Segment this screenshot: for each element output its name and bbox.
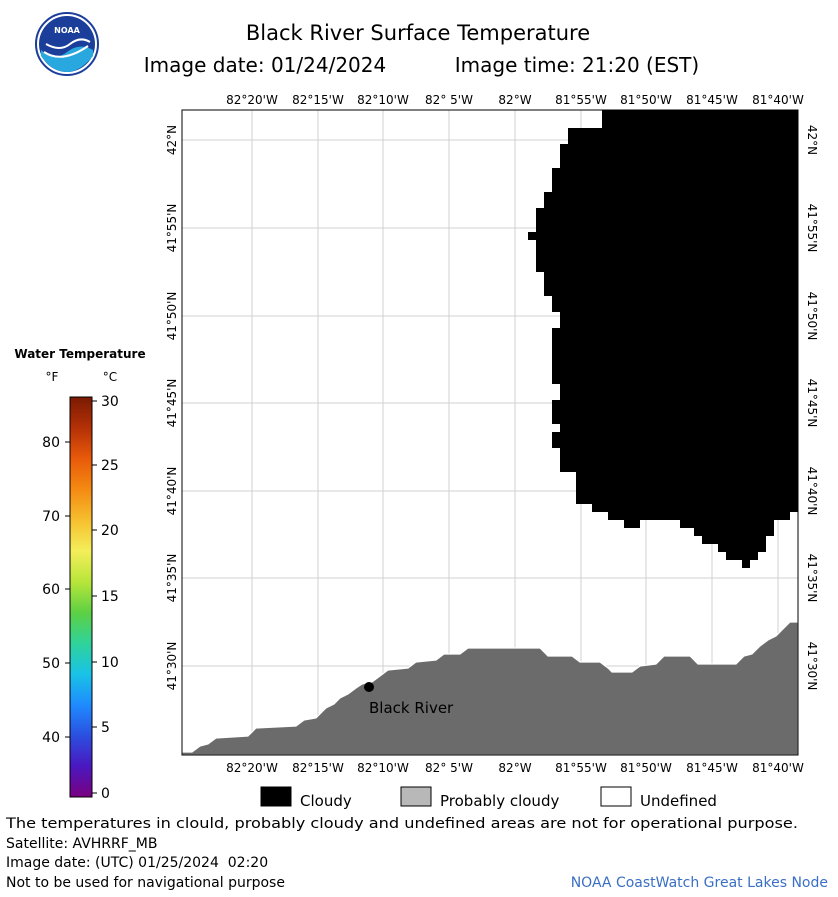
footer: The temperatures in clould, probably clo… xyxy=(5,816,828,891)
colorbar-gradient xyxy=(69,396,93,798)
lat-label: 42°N xyxy=(805,125,819,155)
lon-label: 82° 5'W xyxy=(425,93,473,107)
lon-label: 81°50'W xyxy=(620,93,672,107)
legend-swatch-cloudy xyxy=(260,786,292,807)
logo-text: NOAA xyxy=(54,26,80,35)
legend-swatch-probably-cloudy xyxy=(400,786,432,807)
map: Black River xyxy=(181,109,799,756)
lon-label: 81°45'W xyxy=(686,93,738,107)
colorbar-f-ticks: 80 70 60 50 40 xyxy=(42,435,70,746)
colorbar-unit-c: °C xyxy=(103,370,117,384)
image-date: Image date: 01/24/2024 xyxy=(144,53,386,77)
lat-label: 41°55'N xyxy=(805,204,819,253)
legend: Cloudy Probably cloudy Undefined xyxy=(260,786,717,810)
lat-labels-right: 42°N 41°55'N 41°50'N 41°45'N 41°40'N 41°… xyxy=(805,125,819,691)
legend-label-cloudy: Cloudy xyxy=(300,792,352,810)
footer-disclaimer: The temperatures in clould, probably clo… xyxy=(5,816,798,832)
lon-label: 81°40'W xyxy=(752,93,804,107)
colorbar-unit-f: °F xyxy=(46,370,59,384)
black-river-label: Black River xyxy=(369,699,454,717)
lon-label: 82° 5'W xyxy=(425,761,473,775)
f-tick-label: 40 xyxy=(42,730,60,746)
c-tick-label: 20 xyxy=(101,523,119,539)
lat-label: 41°45'N xyxy=(165,379,179,428)
footer-credit: NOAA CoastWatch Great Lakes Node xyxy=(571,875,828,891)
lon-label: 82°W xyxy=(498,93,531,107)
lon-labels-top: 82°20'W 82°15'W 82°10'W 82° 5'W 82°W 81°… xyxy=(226,93,804,107)
lat-label: 41°30'N xyxy=(805,642,819,691)
colorbar: Water Temperature °F °C 80 70 60 50 40 3… xyxy=(14,347,145,802)
lon-label: 82°15'W xyxy=(292,93,344,107)
lat-label: 41°55'N xyxy=(165,204,179,253)
lat-label: 42°N xyxy=(165,125,179,155)
c-tick-label: 25 xyxy=(101,458,119,474)
footer-nav-warning: Not to be used for navigational purpose xyxy=(6,875,285,891)
lon-label: 81°55'W xyxy=(555,761,607,775)
lon-label: 82°10'W xyxy=(357,93,409,107)
footer-utc-date: Image date: (UTC) 01/25/2024 02:20 xyxy=(6,855,268,871)
legend-label-probably-cloudy: Probably cloudy xyxy=(440,792,559,810)
lat-label: 41°30'N xyxy=(165,642,179,691)
lon-label: 81°40'W xyxy=(752,761,804,775)
f-tick-label: 50 xyxy=(42,656,60,672)
f-tick-label: 60 xyxy=(42,582,60,598)
c-tick-label: 30 xyxy=(101,394,119,410)
lat-label: 41°35'N xyxy=(805,554,819,603)
lat-labels-left: 42°N 41°55'N 41°50'N 41°45'N 41°40'N 41°… xyxy=(165,125,179,691)
c-tick-label: 10 xyxy=(101,655,119,671)
lat-label: 41°45'N xyxy=(805,379,819,428)
lat-label: 41°40'N xyxy=(165,467,179,516)
f-tick-label: 70 xyxy=(42,509,60,525)
lon-label: 81°55'W xyxy=(555,93,607,107)
c-tick-label: 5 xyxy=(101,720,110,736)
land-shoreline xyxy=(182,621,798,755)
lon-label: 82°20'W xyxy=(226,761,278,775)
c-tick-label: 15 xyxy=(101,589,119,605)
lon-label: 82°W xyxy=(498,761,531,775)
black-river-marker xyxy=(364,682,374,692)
footer-satellite: Satellite: AVHRRF_MB xyxy=(6,836,157,852)
colorbar-c-ticks: 30 25 20 15 10 5 0 xyxy=(92,394,119,802)
lon-label: 82°10'W xyxy=(357,761,409,775)
legend-label-undefined: Undefined xyxy=(640,792,717,810)
lat-label: 41°50'N xyxy=(805,292,819,341)
lon-label: 82°15'W xyxy=(292,761,344,775)
lat-label: 41°35'N xyxy=(165,554,179,603)
lon-label: 81°50'W xyxy=(620,761,672,775)
f-tick-label: 80 xyxy=(42,435,60,451)
lon-label: 82°20'W xyxy=(226,93,278,107)
noaa-logo: NOAA xyxy=(35,12,99,76)
lon-labels-bottom: 82°20'W 82°15'W 82°10'W 82° 5'W 82°W 81°… xyxy=(226,761,804,775)
cloud-mask xyxy=(528,110,798,568)
page-title: Black River Surface Temperature xyxy=(246,21,590,45)
lat-label: 41°40'N xyxy=(805,467,819,516)
lon-label: 81°45'W xyxy=(686,761,738,775)
legend-swatch-undefined xyxy=(600,786,632,807)
map-border xyxy=(181,109,799,756)
lat-label: 41°50'N xyxy=(165,292,179,341)
colorbar-title: Water Temperature xyxy=(14,347,145,361)
image-time: Image time: 21:20 (EST) xyxy=(455,53,699,77)
c-tick-label: 0 xyxy=(101,786,110,802)
